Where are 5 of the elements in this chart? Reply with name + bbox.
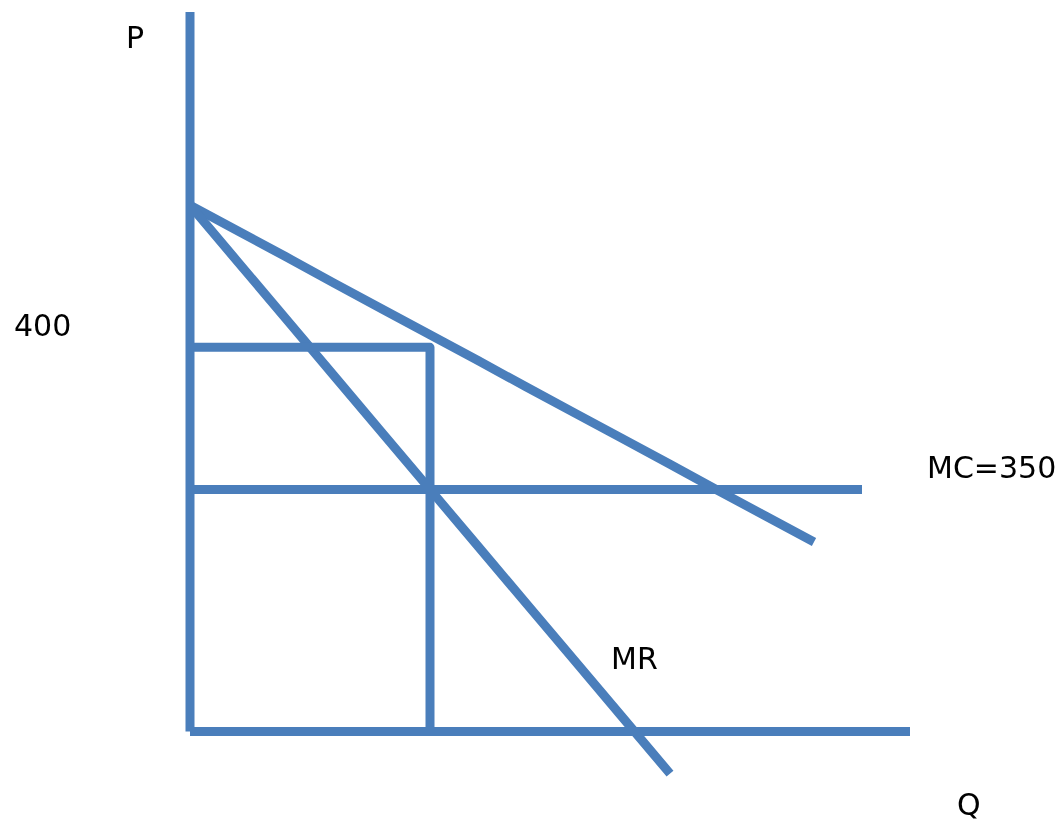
- x-axis-title: Q: [957, 787, 981, 822]
- text: P: [126, 20, 145, 55]
- series-label: MR: [611, 641, 658, 676]
- text: MC=350: [927, 450, 1057, 485]
- text: 400: [14, 308, 72, 343]
